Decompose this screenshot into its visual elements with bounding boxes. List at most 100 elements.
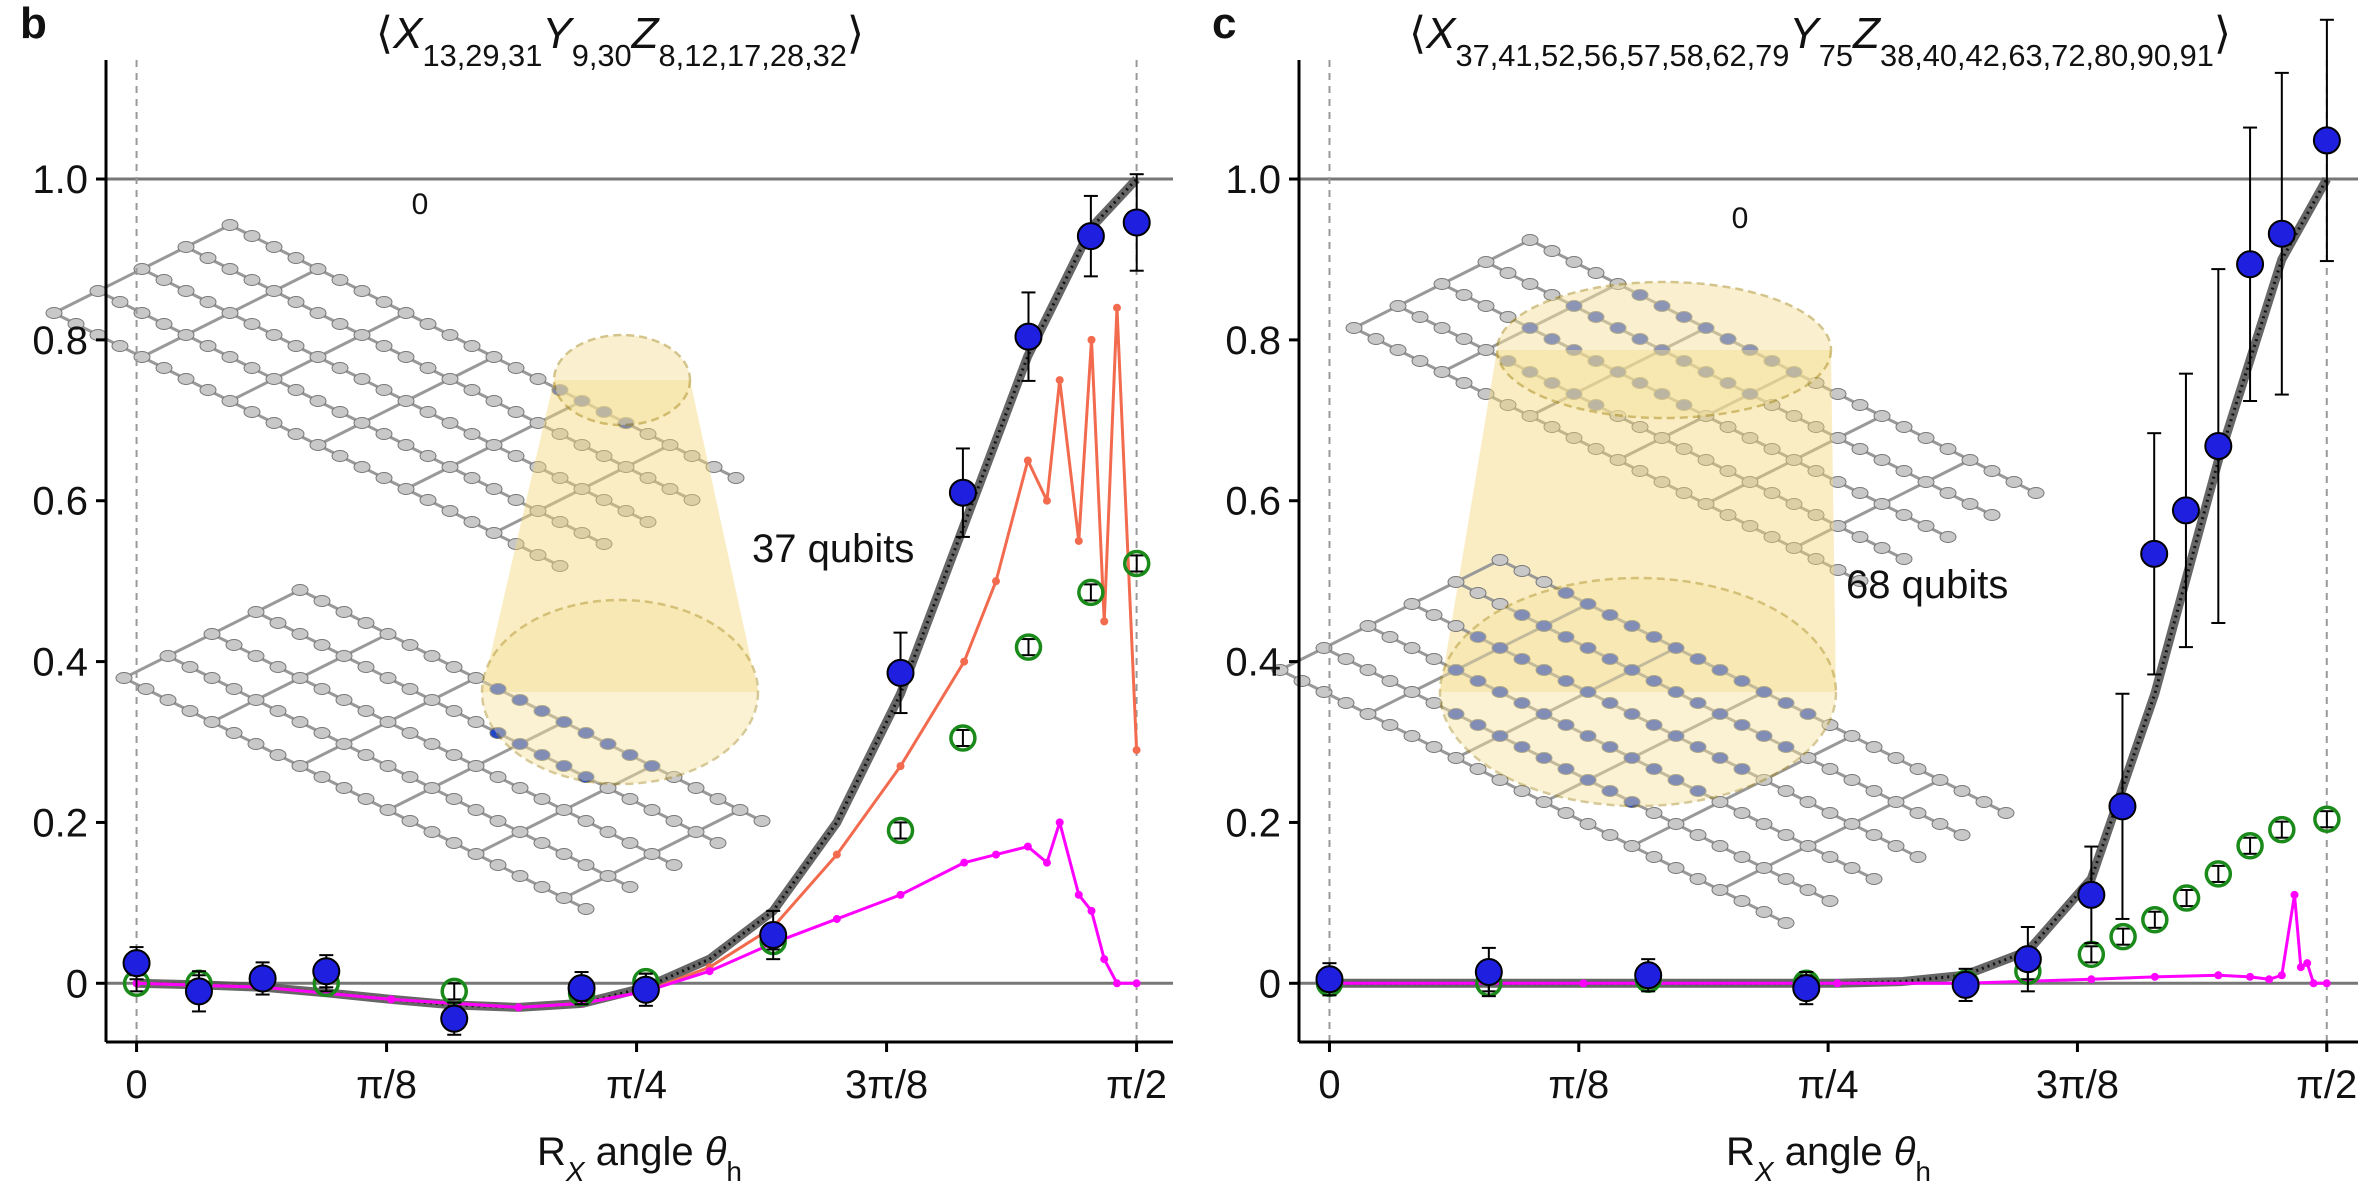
qubit (155, 318, 173, 330)
line-point (705, 967, 714, 976)
qubit (1711, 840, 1729, 852)
qubit (595, 538, 613, 550)
qubit (1557, 807, 1575, 819)
qubit (1953, 829, 1971, 841)
qubit (1389, 300, 1407, 312)
qubit (1447, 664, 1465, 676)
qubit (155, 274, 173, 286)
text-part: R (1726, 1130, 1755, 1174)
lattice-edge (361, 399, 407, 425)
open-marker (1014, 633, 1043, 661)
qubit (419, 494, 437, 506)
qubit (1711, 708, 1729, 720)
qubit (1601, 829, 1619, 841)
qubit (467, 716, 485, 728)
lattice-edge (563, 786, 609, 812)
qubit (313, 595, 331, 607)
qubit (1807, 421, 1825, 433)
qubit (353, 329, 371, 341)
qubit (225, 727, 243, 739)
qubit (1821, 719, 1839, 731)
qubit (225, 639, 243, 651)
text-part: X (392, 9, 424, 58)
qubit (423, 650, 441, 662)
qubit (1821, 895, 1839, 907)
lattice-edge (405, 377, 451, 403)
qubit (683, 450, 701, 462)
qubit (577, 727, 595, 739)
qubit (1851, 575, 1869, 587)
qubit (1777, 873, 1795, 885)
qubit (287, 296, 305, 308)
qubit (313, 639, 331, 651)
qubit (357, 617, 375, 629)
qubit (1359, 620, 1377, 632)
qubit (419, 318, 437, 330)
qubit (445, 837, 463, 849)
qubit (357, 661, 375, 673)
cone-bottom (1438, 576, 1838, 808)
qubit (1931, 818, 1949, 830)
qubit (577, 859, 595, 871)
qubit (1345, 322, 1363, 334)
qubit (1623, 708, 1641, 720)
qubit (573, 439, 591, 451)
qubit (1829, 476, 1847, 488)
qubit (665, 771, 683, 783)
qubit (331, 274, 349, 286)
qubit (357, 793, 375, 805)
qubit (1939, 443, 1957, 455)
lattice-edge (299, 654, 345, 680)
qubit (243, 230, 261, 242)
data-point (312, 957, 341, 986)
qubit (555, 804, 573, 816)
qubit (595, 494, 613, 506)
open-marker (886, 816, 915, 845)
qubit (485, 351, 503, 363)
text-part: Y (1789, 9, 1821, 58)
data-point (248, 964, 277, 993)
qubit (665, 815, 683, 827)
line-point (896, 890, 905, 899)
qubit (1689, 785, 1707, 797)
panel-label: c (1212, 0, 1236, 48)
qubit (265, 417, 283, 429)
line-point (1055, 376, 1064, 385)
y-tick-label: 0.2 (32, 801, 88, 845)
lattice-edge (1367, 690, 1413, 716)
qubit (705, 461, 723, 473)
line-point (1023, 456, 1032, 465)
qubit (335, 650, 353, 662)
line-point (2150, 972, 2159, 981)
y-tick-label: 1.0 (32, 158, 88, 202)
x-tick-label: π/4 (606, 1063, 667, 1107)
qubit (1491, 686, 1509, 698)
qubit (67, 318, 85, 330)
lattice-edge (273, 267, 319, 293)
text-part: X (1425, 9, 1457, 58)
lattice-edge (519, 808, 565, 834)
qubit (511, 870, 529, 882)
y-tick-label: 0.8 (32, 319, 88, 363)
qubit (1587, 267, 1605, 279)
qubit (1733, 895, 1751, 907)
qubit (617, 461, 635, 473)
lattice-edge (1455, 558, 1501, 584)
x-tick-label: 0 (1318, 1063, 1340, 1107)
qubit (265, 329, 283, 341)
qubit (313, 771, 331, 783)
qubit (529, 461, 547, 473)
lattice-edge (1441, 260, 1487, 286)
lattice-edge (185, 311, 231, 337)
cone (1440, 350, 1836, 692)
qubit (1755, 730, 1773, 742)
lattice-edge (387, 698, 433, 724)
qubit (1741, 476, 1759, 488)
qubit (1587, 443, 1605, 455)
qubit (1271, 664, 1289, 676)
qubit (533, 793, 551, 805)
qubit (331, 362, 349, 374)
qubit (419, 362, 437, 374)
subscript: h (726, 1156, 742, 1186)
qubit (1631, 465, 1649, 477)
